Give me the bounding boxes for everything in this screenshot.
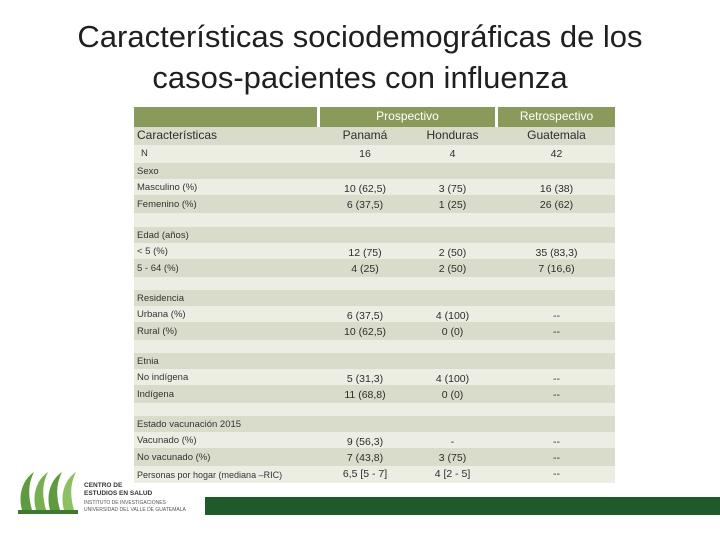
header-band-prospectivo xyxy=(320,107,495,127)
header-band-retrospectivo xyxy=(498,107,615,127)
sexo-guatemala-2: 26 (62) xyxy=(539,199,574,211)
logo-line-1: CENTRO DE xyxy=(84,482,123,489)
res-panama-2: 10 (62,5) xyxy=(343,326,387,338)
edad-panama-1: 12 (75) xyxy=(348,247,382,259)
vac-section-bg-c xyxy=(134,448,615,466)
residencia-section-bg-c xyxy=(134,322,615,340)
menor5-label: < 5 (%) xyxy=(137,246,168,257)
header-caracteristicas: Características xyxy=(137,128,218,142)
res-honduras-1: 4 (100) xyxy=(435,310,470,322)
logo-line-2: ESTUDIOS EN SALUD xyxy=(84,490,153,497)
logo-line-3: INSTITUTO DE INVESTIGACIONES xyxy=(84,500,166,506)
sexo-section-bg-d xyxy=(134,213,615,227)
edad-section-bg-a xyxy=(134,227,615,243)
et-guatemala-2: -- xyxy=(553,389,560,401)
vac-honduras-3: 4 [2 - 5] xyxy=(434,468,471,480)
res-guatemala-2: -- xyxy=(553,326,560,338)
footer-bar xyxy=(205,497,720,515)
logo-line-4: UNIVERSIDAD DEL VALLE DE GUATEMALA xyxy=(84,507,186,513)
sexo-panama-1: 10 (62,5) xyxy=(343,183,387,195)
edad-honduras-2: 2 (50) xyxy=(438,263,467,275)
edad-honduras-1: 2 (50) xyxy=(438,247,467,259)
column-header-row xyxy=(134,127,615,145)
vac-guatemala-1: -- xyxy=(553,436,560,448)
column-header-guatemala: Guatemala xyxy=(527,128,586,142)
n-guatemala: 42 xyxy=(550,148,563,160)
group-header-retrospectivo: Retrospectivo xyxy=(519,109,594,123)
sexo-honduras-1: 3 (75) xyxy=(438,183,467,195)
no-indigena-label: No indígena xyxy=(137,372,189,383)
edad-section-bg-b xyxy=(134,243,615,259)
residencia-label: Residencia xyxy=(137,293,184,304)
etnia-section-bg-a xyxy=(134,353,615,369)
edad-guatemala-2: 7 (16,6) xyxy=(538,263,575,275)
edad-section-bg-d xyxy=(134,277,615,290)
etnia-section-bg-d xyxy=(134,403,615,416)
no-vacunado-label: No vacunado (%) xyxy=(137,452,211,463)
urbana-label: Urbana (%) xyxy=(137,309,186,320)
5-64-label: 5 - 64 (%) xyxy=(137,263,179,274)
vac-panama-2: 7 (43,8) xyxy=(346,452,384,464)
vacunado-label: Vacunado (%) xyxy=(137,435,197,446)
etnia-label: Etnia xyxy=(137,356,159,367)
vacunacion-label: Estado vacunación 2015 xyxy=(137,419,242,430)
edad-label: Edad (años) xyxy=(137,230,189,241)
vac-honduras-1: - xyxy=(450,436,455,448)
residencia-section-bg-b xyxy=(134,306,615,322)
sexo-section-bg-c xyxy=(134,195,615,213)
indigena-label: Indígena xyxy=(137,389,174,400)
header-band-caracteristicas xyxy=(134,107,317,127)
vac-section-bg-d xyxy=(134,466,615,483)
sexo-honduras-2: 1 (25) xyxy=(438,199,467,211)
et-honduras-2: 0 (0) xyxy=(441,389,464,401)
n-honduras: 4 xyxy=(449,148,456,160)
res-panama-1: 6 (37,5) xyxy=(346,310,384,322)
n-label: N xyxy=(141,148,148,159)
etnia-section-bg-b xyxy=(134,369,615,385)
masculino-label: Masculino (%) xyxy=(137,182,198,193)
sexo-panama-2: 6 (37,5) xyxy=(346,199,384,211)
n-panama: 16 xyxy=(359,148,371,160)
vac-section-bg-a xyxy=(134,416,615,432)
residencia-section-bg-d xyxy=(134,340,615,353)
slide-title: Características sociodemográficas de los… xyxy=(0,16,720,98)
title-line-1: Características sociodemográficas de los xyxy=(77,19,643,54)
column-header-panama: Panamá xyxy=(342,128,388,142)
sexo-guatemala-1: 16 (38) xyxy=(539,183,574,195)
n-row xyxy=(134,145,615,163)
vac-honduras-2: 3 (75) xyxy=(438,452,467,464)
group-header-prospectivo: Prospectivo xyxy=(376,109,439,123)
personas-hogar-label: Personas por hogar (mediana –RIC) xyxy=(137,470,283,480)
residencia-section-bg-a xyxy=(134,290,615,306)
rural-label: Rural (%) xyxy=(137,326,178,337)
res-honduras-2: 0 (0) xyxy=(441,326,464,338)
res-guatemala-1: -- xyxy=(553,310,560,322)
et-honduras-1: 4 (100) xyxy=(435,373,470,385)
vac-guatemala-3: -- xyxy=(553,468,560,480)
edad-section-bg-c xyxy=(134,259,615,277)
centro-estudios-salud-logo: CENTRO DE ESTUDIOS EN SALUD INSTITUTO DE… xyxy=(14,466,204,518)
etnia-section-bg-c xyxy=(134,385,615,403)
vac-panama-3: 6,5 [5 - 7] xyxy=(342,468,388,480)
column-header-honduras: Honduras xyxy=(426,128,479,142)
sexo-label: Sexo xyxy=(137,166,159,177)
edad-guatemala-1: 35 (83,3) xyxy=(535,247,578,259)
edad-panama-2: 4 (25) xyxy=(351,263,379,275)
vac-guatemala-2: -- xyxy=(553,452,560,464)
et-panama-2: 11 (68,8) xyxy=(344,389,386,401)
vac-panama-1: 9 (56,3) xyxy=(346,436,384,448)
et-panama-1: 5 (31,3) xyxy=(346,373,384,385)
title-line-2: casos-pacientes con influenza xyxy=(152,60,568,95)
sexo-section-bg-a xyxy=(134,163,615,179)
femenino-label: Femenino (%) xyxy=(137,199,197,210)
logo-mark-icon xyxy=(18,472,78,514)
et-guatemala-1: -- xyxy=(553,373,560,385)
sexo-section-bg-b xyxy=(134,179,615,195)
vac-section-bg-b xyxy=(134,432,615,448)
